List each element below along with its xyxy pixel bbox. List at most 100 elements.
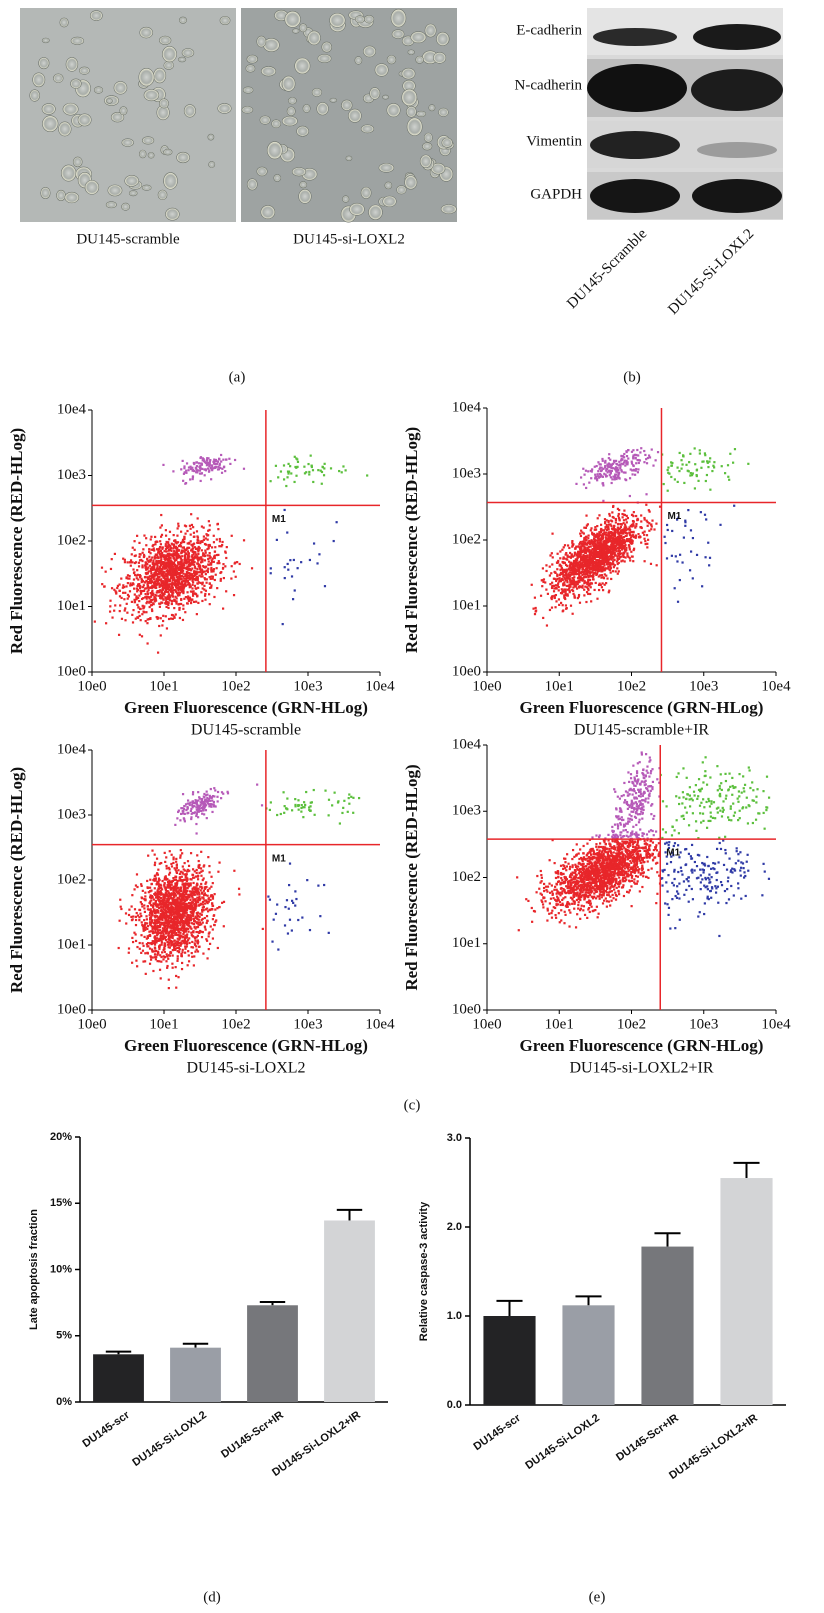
cell [369,205,383,220]
x-axis-label: Green Fluorescence (GRN-HLog) [520,698,764,717]
cell-event [312,481,314,483]
cell-event [317,469,319,471]
cell-event [160,543,162,545]
cell-event [562,604,564,606]
cell-event [366,474,368,476]
cell-event [603,543,605,545]
blot-bands [587,8,783,219]
cell [209,161,215,167]
cell [348,109,361,122]
cell-event [187,584,189,586]
y-axis-label: Red Fluorescence (RED-HLog) [402,427,421,653]
cell-event [574,583,576,585]
cell-event [554,606,556,608]
cell-event [644,540,646,542]
cell-event [193,578,195,580]
cell-event [128,595,130,597]
cell-event [168,544,170,546]
cell [220,16,230,24]
cell-event [143,904,145,906]
cell-event [220,571,222,573]
scatter-plot [118,784,361,990]
cell-event [141,613,143,615]
cell [165,208,179,220]
cell [106,202,116,208]
cell-event [136,873,138,875]
cell-event [203,566,205,568]
cell-event [584,547,586,549]
cell-event [167,591,169,593]
cell-event [156,903,158,905]
cell-event [636,518,638,520]
cell-event [704,452,706,454]
cell-event [180,551,182,553]
cell [312,88,322,96]
cell-event [168,557,170,559]
cell-event [191,554,193,556]
cell-event [629,559,631,561]
cell-event [179,924,181,926]
cell-event [553,585,555,587]
cell-event [206,570,208,572]
cell [179,17,186,24]
cell-event [549,554,551,556]
cell-event [141,921,143,923]
cell-event [617,541,619,543]
cell-event [609,523,611,525]
cell-event [184,557,186,559]
cell-event [617,573,619,575]
cell-event [664,536,666,538]
cell-event [146,880,148,882]
cell-event [212,937,214,939]
cell-event [617,475,619,477]
cell-event [131,905,133,907]
cell-event [606,468,608,470]
cell-event [197,539,199,541]
cell-event [214,546,216,548]
cell-event [571,546,573,548]
cell-event [208,520,210,522]
cell-event [186,591,188,593]
cell-event [600,570,602,572]
cell-event [202,558,204,560]
cell-event [188,572,190,574]
cell-event [144,922,146,924]
cell-event [591,468,593,470]
cell-event [147,587,149,589]
cell-event [643,538,645,540]
cell-event [312,469,314,471]
cell-event [571,589,573,591]
cell-event [139,913,141,915]
cell-event [223,577,225,579]
cell-event [732,462,734,464]
cell-event [185,893,187,895]
cell-event [713,466,715,468]
cell-event [297,461,299,463]
cell-event [633,548,635,550]
cell-event [144,952,146,954]
cell-event [218,468,220,470]
cell-event [141,566,143,568]
cell-event [141,903,143,905]
cell-event [283,478,285,480]
cell-event [611,482,613,484]
cell-event [168,538,170,540]
cell-event [595,476,597,478]
cell-event [172,954,174,956]
cell-event [674,587,676,589]
cell-event [220,460,222,462]
cell-event [593,558,595,560]
cell-event [210,876,212,878]
cell-event [194,942,196,944]
band-label: N-cadherin [515,77,583,93]
cell-event [591,532,593,534]
cell-event [280,470,282,472]
cell-event [604,521,606,523]
cell-event [591,571,593,573]
cell-event [688,470,690,472]
cell-event [251,567,253,569]
cell-event [153,564,155,566]
cell-event [165,554,167,556]
cell-event [728,479,730,481]
cell [94,87,102,94]
